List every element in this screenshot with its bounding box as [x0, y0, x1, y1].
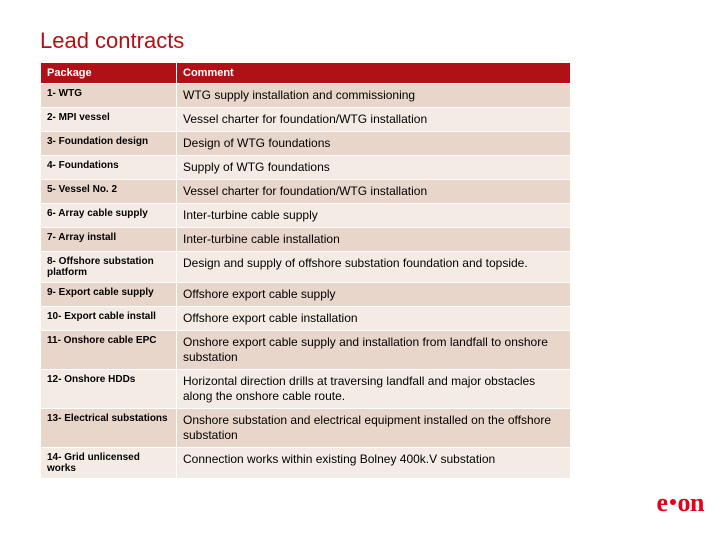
cell-package: 10- Export cable install — [41, 307, 177, 331]
cell-comment: Design and supply of offshore substation… — [177, 252, 571, 283]
table-row: 3- Foundation designDesign of WTG founda… — [41, 132, 571, 156]
table-row: 8- Offshore substation platformDesign an… — [41, 252, 571, 283]
cell-package: 1- WTG — [41, 84, 177, 108]
page-title: Lead contracts — [40, 28, 720, 54]
cell-comment: Offshore export cable supply — [177, 283, 571, 307]
cell-comment: Supply of WTG foundations — [177, 156, 571, 180]
cell-comment: Design of WTG foundations — [177, 132, 571, 156]
cell-package: 7- Array install — [41, 228, 177, 252]
cell-comment: Connection works within existing Bolney … — [177, 448, 571, 479]
table-row: 14- Grid unlicensed worksConnection work… — [41, 448, 571, 479]
table-row: 13- Electrical substationsOnshore substa… — [41, 409, 571, 448]
slide-page: Lead contracts Package Comment 1- WTGWTG… — [0, 0, 720, 540]
cell-package: 3- Foundation design — [41, 132, 177, 156]
cell-comment: Vessel charter for foundation/WTG instal… — [177, 180, 571, 204]
col-header-package: Package — [41, 63, 177, 84]
table-row: 2- MPI vesselVessel charter for foundati… — [41, 108, 571, 132]
cell-comment: Inter-turbine cable supply — [177, 204, 571, 228]
cell-package: 9- Export cable supply — [41, 283, 177, 307]
table-header-row: Package Comment — [41, 63, 571, 84]
table-row: 5- Vessel No. 2Vessel charter for founda… — [41, 180, 571, 204]
cell-comment: WTG supply installation and commissionin… — [177, 84, 571, 108]
logo-prefix: e — [656, 488, 667, 517]
logo-dot-icon — [670, 499, 676, 505]
table-row: 10- Export cable installOffshore export … — [41, 307, 571, 331]
table-row: 1- WTGWTG supply installation and commis… — [41, 84, 571, 108]
cell-package: 13- Electrical substations — [41, 409, 177, 448]
table-row: 11- Onshore cable EPCOnshore export cabl… — [41, 331, 571, 370]
cell-comment: Onshore substation and electrical equipm… — [177, 409, 571, 448]
table-row: 7- Array installInter-turbine cable inst… — [41, 228, 571, 252]
brand-logo: eon — [656, 488, 704, 518]
contracts-table: Package Comment 1- WTGWTG supply install… — [40, 62, 571, 479]
cell-package: 4- Foundations — [41, 156, 177, 180]
cell-comment: Onshore export cable supply and installa… — [177, 331, 571, 370]
cell-comment: Inter-turbine cable installation — [177, 228, 571, 252]
cell-package: 11- Onshore cable EPC — [41, 331, 177, 370]
table-body: 1- WTGWTG supply installation and commis… — [41, 84, 571, 479]
cell-package: 12- Onshore HDDs — [41, 370, 177, 409]
cell-package: 2- MPI vessel — [41, 108, 177, 132]
logo-suffix: on — [678, 488, 704, 517]
cell-package: 8- Offshore substation platform — [41, 252, 177, 283]
cell-package: 5- Vessel No. 2 — [41, 180, 177, 204]
table-row: 12- Onshore HDDsHorizontal direction dri… — [41, 370, 571, 409]
table-row: 6- Array cable supplyInter-turbine cable… — [41, 204, 571, 228]
cell-package: 6- Array cable supply — [41, 204, 177, 228]
cell-package: 14- Grid unlicensed works — [41, 448, 177, 479]
cell-comment: Horizontal direction drills at traversin… — [177, 370, 571, 409]
table-row: 9- Export cable supplyOffshore export ca… — [41, 283, 571, 307]
cell-comment: Offshore export cable installation — [177, 307, 571, 331]
table-row: 4- FoundationsSupply of WTG foundations — [41, 156, 571, 180]
col-header-comment: Comment — [177, 63, 571, 84]
cell-comment: Vessel charter for foundation/WTG instal… — [177, 108, 571, 132]
